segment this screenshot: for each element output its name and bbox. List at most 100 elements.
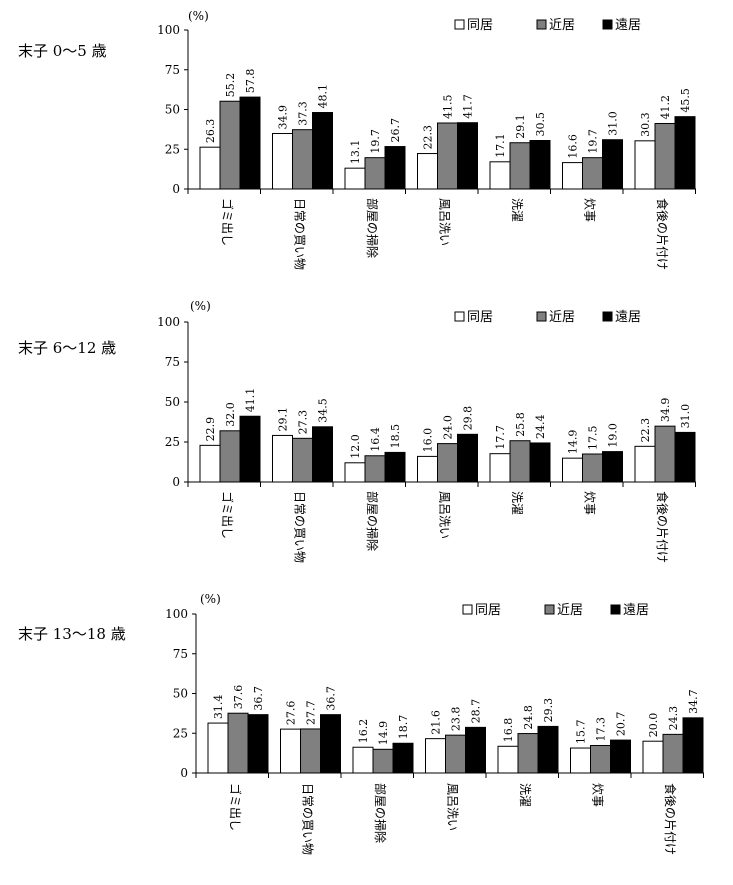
bar bbox=[300, 728, 321, 774]
bar bbox=[392, 742, 414, 774]
x-category-label: 炊事 bbox=[590, 783, 604, 807]
data-label: 14.9 bbox=[377, 721, 390, 746]
bar bbox=[509, 440, 531, 483]
data-label: 19.7 bbox=[369, 129, 382, 154]
y-tick-label: 50 bbox=[165, 103, 180, 117]
data-label: 34.7 bbox=[687, 689, 700, 714]
bar bbox=[465, 726, 486, 774]
legend-label: 同居 bbox=[467, 18, 493, 33]
y-tick-label: 0 bbox=[172, 182, 180, 196]
bar bbox=[344, 462, 366, 483]
bar bbox=[602, 451, 623, 483]
legend-swatch bbox=[602, 311, 613, 322]
bar bbox=[417, 455, 438, 483]
x-category-label: 風呂洗い bbox=[445, 783, 459, 831]
y-tick-label: 50 bbox=[173, 687, 188, 701]
y-unit-label: (%) bbox=[200, 592, 221, 606]
data-label: 29.1 bbox=[277, 407, 290, 432]
data-label: 36.7 bbox=[325, 686, 338, 711]
bar bbox=[654, 425, 676, 483]
x-category-label: 日常の買い物 bbox=[300, 783, 314, 855]
legend-label: 遠居 bbox=[615, 18, 641, 33]
bar bbox=[227, 712, 249, 774]
y-tick-label: 75 bbox=[173, 647, 188, 661]
legend-label: 近居 bbox=[549, 310, 575, 325]
data-label: 12.0 bbox=[349, 434, 362, 459]
panel-title: 末子 0～5 歳 bbox=[18, 42, 107, 60]
x-category-label: 部屋の掃除 bbox=[365, 198, 380, 258]
bar bbox=[497, 745, 519, 774]
legend-label: 近居 bbox=[549, 18, 575, 33]
legend-label: 遠居 bbox=[623, 603, 649, 618]
bar bbox=[562, 162, 583, 190]
data-label: 30.5 bbox=[534, 112, 547, 137]
bar bbox=[320, 714, 341, 774]
x-category-label: 食後の片付け bbox=[663, 783, 678, 855]
data-label: 16.6 bbox=[567, 134, 580, 159]
y-tick-label: 75 bbox=[165, 355, 180, 369]
data-label: 27.6 bbox=[285, 701, 298, 726]
y-tick-label: 25 bbox=[165, 435, 180, 449]
bar bbox=[292, 437, 313, 483]
legend-swatch bbox=[536, 19, 547, 30]
data-label: 31.0 bbox=[679, 404, 692, 429]
data-label: 34.9 bbox=[277, 105, 290, 130]
legend-swatch bbox=[610, 604, 621, 615]
data-label: 13.1 bbox=[349, 140, 362, 165]
legend-swatch bbox=[536, 311, 547, 322]
bar bbox=[199, 146, 221, 190]
y-tick-label: 0 bbox=[172, 475, 180, 489]
data-label: 16.2 bbox=[357, 719, 370, 744]
bar bbox=[610, 739, 631, 774]
data-label: 34.9 bbox=[659, 398, 672, 423]
bar bbox=[582, 157, 603, 190]
bar bbox=[272, 434, 293, 483]
data-label: 21.6 bbox=[430, 710, 443, 735]
x-category-label: 炊事 bbox=[582, 198, 596, 222]
data-label: 25.8 bbox=[514, 412, 527, 437]
y-tick-label: 100 bbox=[157, 23, 180, 37]
bar bbox=[634, 445, 656, 483]
bar bbox=[489, 453, 511, 483]
bar bbox=[529, 442, 551, 483]
data-label: 41.7 bbox=[462, 94, 475, 119]
bar bbox=[247, 714, 269, 774]
bar bbox=[582, 453, 603, 483]
data-label: 57.8 bbox=[244, 69, 257, 94]
bar bbox=[445, 734, 466, 774]
legend-label: 同居 bbox=[467, 310, 493, 325]
data-label: 37.6 bbox=[232, 685, 245, 710]
x-category-label: 部屋の掃除 bbox=[365, 491, 380, 551]
x-category-label: 炊事 bbox=[582, 491, 596, 515]
bar bbox=[662, 733, 684, 774]
x-category-label: 洗濯 bbox=[510, 491, 524, 515]
x-category-label: ゴミ出し bbox=[220, 198, 235, 246]
data-label: 24.0 bbox=[442, 415, 455, 440]
data-label: 24.4 bbox=[534, 414, 547, 439]
chart-panel: 末子 13～18 歳 (%) 0 25 50 75 100 31.4 37.6 36.7 ゴミ出し 2… bbox=[18, 592, 704, 855]
x-category-label: 日常の買い物 bbox=[292, 198, 306, 270]
y-tick-label: 0 bbox=[180, 766, 188, 780]
data-label: 26.3 bbox=[204, 119, 217, 144]
bar bbox=[489, 161, 511, 190]
bar bbox=[425, 738, 446, 774]
data-label: 48.1 bbox=[317, 84, 330, 109]
data-label: 29.3 bbox=[542, 698, 555, 723]
data-label: 30.3 bbox=[639, 112, 652, 137]
data-label: 15.7 bbox=[575, 720, 588, 745]
bar bbox=[570, 747, 591, 774]
data-label: 17.1 bbox=[494, 133, 507, 158]
panel-title: 末子 6～12 歳 bbox=[18, 339, 116, 357]
legend-swatch bbox=[454, 19, 465, 30]
y-tick-label: 25 bbox=[173, 726, 188, 740]
legend-label: 遠居 bbox=[615, 310, 641, 325]
data-label: 24.3 bbox=[667, 706, 680, 731]
data-label: 28.7 bbox=[470, 699, 483, 724]
legend-swatch bbox=[602, 19, 613, 30]
data-label: 18.5 bbox=[389, 424, 402, 449]
bar bbox=[457, 122, 478, 190]
x-category-label: 風呂洗い bbox=[437, 491, 451, 539]
bar bbox=[602, 139, 623, 190]
data-label: 16.0 bbox=[422, 428, 435, 453]
